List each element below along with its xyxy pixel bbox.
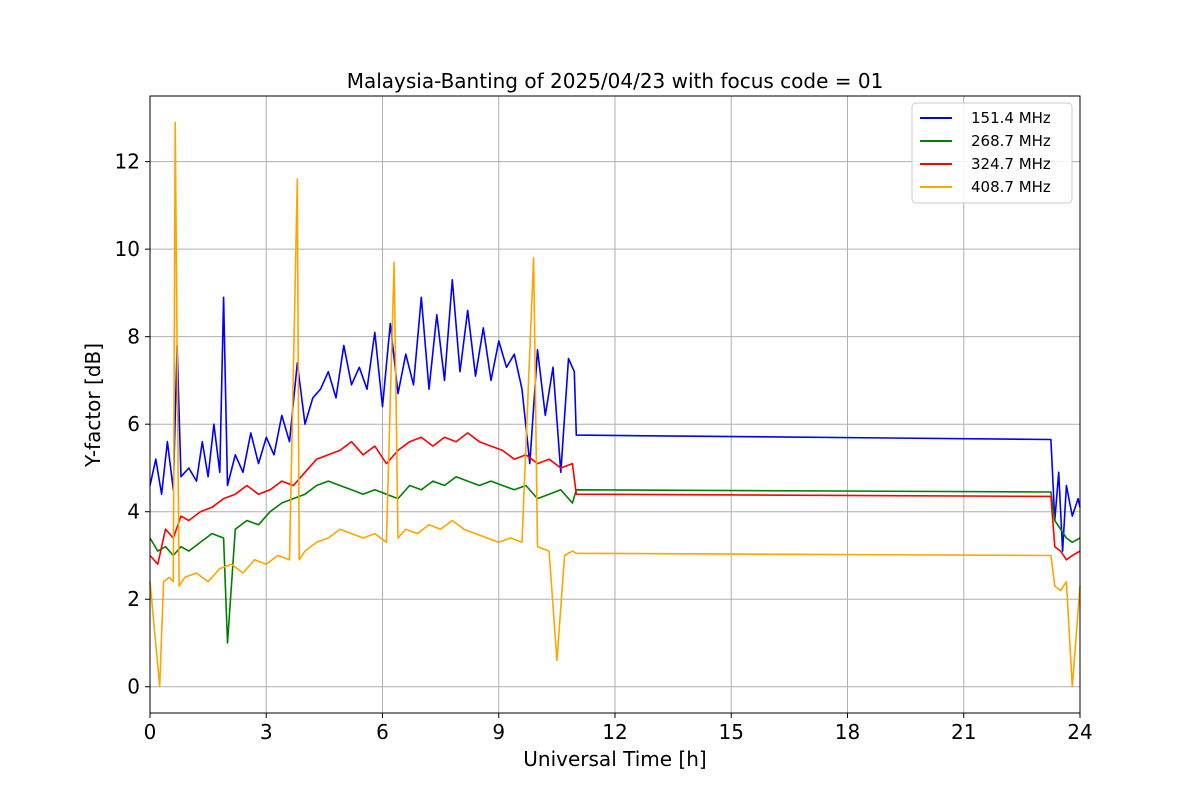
x-axis-label: Universal Time [h] (523, 747, 706, 771)
x-axis-ticks: 0 3 6 9 12 15 18 21 24 (144, 713, 1093, 744)
x-tick-label: 18 (835, 720, 860, 744)
y-tick-label: 4 (127, 500, 140, 524)
legend: 151.4 MHz 268.7 MHz 324.7 MHz 408.7 MHz (911, 102, 1073, 204)
x-tick-label: 3 (260, 720, 273, 744)
y-tick-label: 6 (127, 412, 140, 436)
y-axis-label: Y-factor [dB] (81, 343, 105, 468)
y-tick-label: 2 (127, 587, 140, 611)
y-tick-label: 8 (127, 325, 140, 349)
x-tick-label: 24 (1067, 720, 1092, 744)
legend-label-3: 324.7 MHz (971, 155, 1051, 173)
grid (149, 96, 1081, 713)
legend-label-2: 268.7 MHz (971, 132, 1051, 150)
legend-frame (911, 102, 1073, 204)
y-tick-label: 10 (115, 237, 140, 261)
x-tick-label: 12 (602, 720, 627, 744)
y-tick-label: 0 (127, 675, 140, 699)
series-line-3 (149, 432, 1081, 566)
legend-label-1: 151.4 MHz (971, 109, 1051, 127)
x-tick-label: 9 (492, 720, 505, 744)
series-line-2 (149, 475, 1081, 644)
x-tick-label: 15 (719, 720, 744, 744)
y-axis-ticks: 0 2 4 6 8 10 12 (115, 150, 150, 699)
series-line-4 (149, 121, 1081, 688)
x-tick-label: 0 (144, 720, 157, 744)
chart-title: Malaysia-Banting of 2025/04/23 with focu… (347, 69, 884, 93)
series-line-1 (149, 278, 1081, 552)
series-group (149, 121, 1081, 688)
x-tick-label: 21 (951, 720, 976, 744)
legend-label-4: 408.7 MHz (971, 178, 1051, 196)
x-tick-label: 6 (376, 720, 389, 744)
y-tick-label: 12 (115, 150, 140, 174)
